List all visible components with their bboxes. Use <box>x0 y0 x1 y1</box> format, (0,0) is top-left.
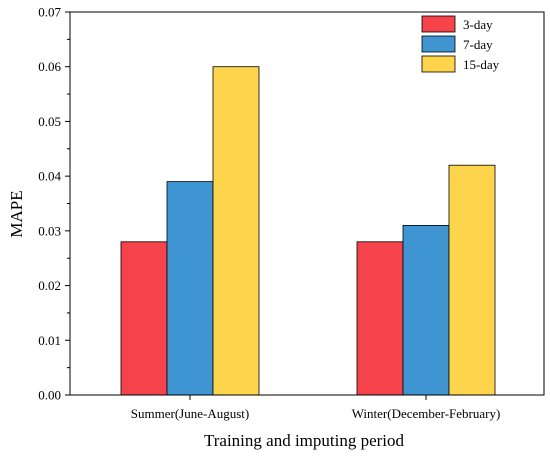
legend-swatch-7-day <box>421 35 456 53</box>
axes-layer: Summer(June-August) Winter(December-Febru… <box>38 5 545 421</box>
y-tick-label: 0.04 <box>38 169 61 184</box>
x-tick-label: Winter(December-February) <box>352 406 501 421</box>
y-tick-label: 0.03 <box>38 223 61 238</box>
y-tick-label: 0.06 <box>38 59 61 74</box>
bars-layer <box>120 66 496 396</box>
legend-label-7-day: 7-day <box>463 37 493 52</box>
plot-frame <box>69 11 545 396</box>
bar-7-day-0 <box>166 181 214 396</box>
bar-3-day-0 <box>120 241 168 396</box>
legend: 3-day 7-day 15-day <box>421 15 500 73</box>
legend-swatch-3-day <box>421 15 456 33</box>
bar-3-day-1 <box>356 241 404 396</box>
y-tick-label: 0.07 <box>38 5 61 20</box>
legend-label-15-day: 15-day <box>463 57 500 72</box>
y-tick-label: 0.01 <box>38 333 61 348</box>
y-tick-label: 0.05 <box>38 114 61 129</box>
y-axis-title: MAPE <box>7 190 26 237</box>
bar-7-day-1 <box>402 224 450 396</box>
legend-label-3-day: 3-day <box>463 17 493 32</box>
legend-swatch-15-day <box>421 55 456 73</box>
y-tick-label: 0.00 <box>38 388 61 403</box>
bar-15-day-0 <box>212 66 260 396</box>
x-axis-title: Training and imputing period <box>204 431 405 450</box>
y-tick-label: 0.02 <box>38 278 61 293</box>
bar-15-day-1 <box>448 164 496 396</box>
x-tick-label: Summer(June-August) <box>131 406 249 421</box>
